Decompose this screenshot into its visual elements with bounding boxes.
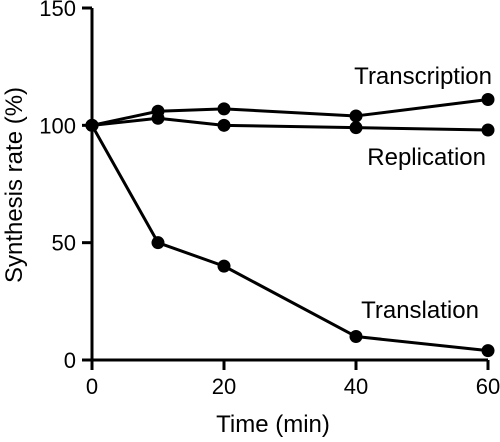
transcription-point <box>349 109 363 123</box>
replication-label: Replication <box>367 144 486 171</box>
translation-point <box>481 344 495 358</box>
transcription-point <box>217 102 231 116</box>
transcription-label: Transcription <box>354 63 492 90</box>
series-labels: Transcription Replication Translation <box>354 63 492 324</box>
transcription-point <box>481 93 495 107</box>
y-tick-label: 100 <box>39 113 76 138</box>
axes <box>90 8 488 362</box>
replication-point <box>349 121 363 135</box>
x-axis-title: Time (min) <box>216 411 330 438</box>
series-points <box>85 93 495 358</box>
transcription-line <box>91 98 489 127</box>
translation-point <box>217 259 231 273</box>
x-tick-label: 0 <box>86 374 98 399</box>
translation-point <box>85 118 99 132</box>
translation-point <box>151 236 165 250</box>
x-tick-label: 40 <box>344 374 368 399</box>
y-tick-label: 0 <box>64 348 76 373</box>
tick-labels: 0 50 100 150 0 20 40 60 <box>39 0 500 399</box>
x-tick-label: 60 <box>476 374 500 399</box>
replication-point <box>481 123 495 137</box>
replication-point <box>151 111 165 125</box>
y-axis-title: Synthesis rate (%) <box>1 87 28 283</box>
y-tick-label: 50 <box>52 231 76 256</box>
translation-point <box>349 330 363 344</box>
replication-point <box>217 118 231 132</box>
x-tick-label: 20 <box>212 374 236 399</box>
replication-line <box>91 116 489 132</box>
y-tick-label: 150 <box>39 0 76 21</box>
translation-label: Translation <box>361 297 479 324</box>
